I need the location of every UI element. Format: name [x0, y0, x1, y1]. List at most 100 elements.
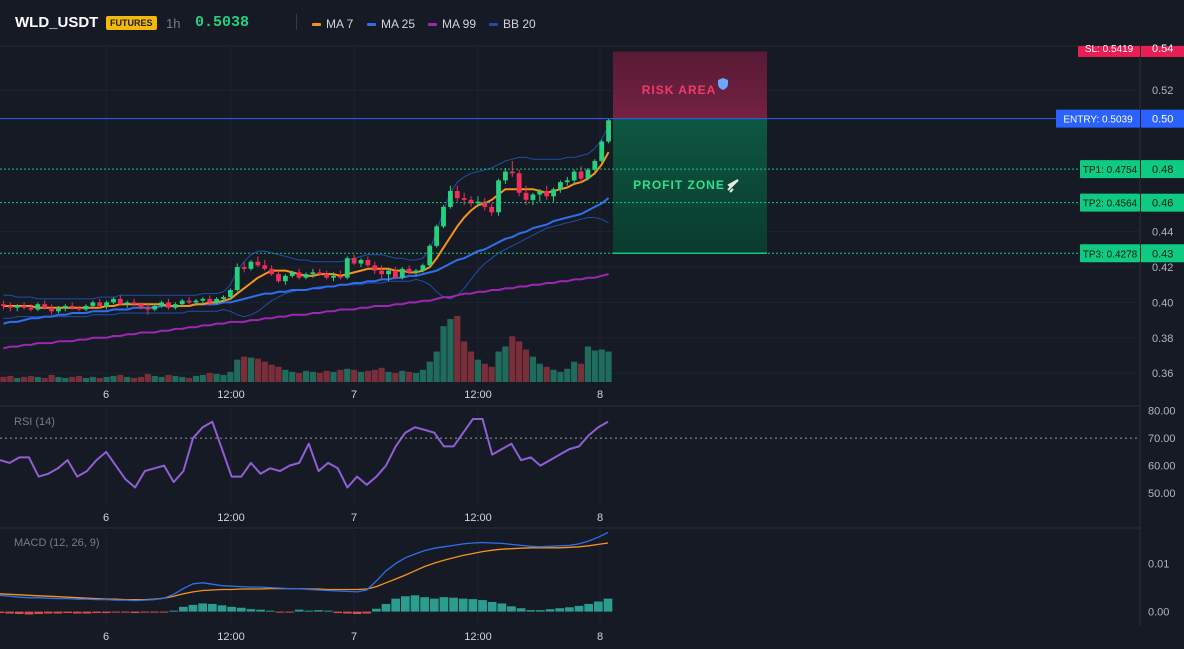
macd-histogram-bar — [53, 611, 63, 614]
candle-body — [276, 274, 281, 282]
candle-body — [399, 268, 405, 278]
macd-histogram-bar — [169, 610, 179, 612]
tp1-tag — [1080, 160, 1140, 179]
macd-histogram-bar — [545, 609, 555, 612]
volume-bar — [227, 371, 234, 382]
candle-body — [193, 300, 199, 303]
volume-bar — [605, 351, 612, 382]
price-y-tick-label: 0.42 — [1152, 262, 1173, 274]
legend-ma7[interactable]: MA 7 — [312, 17, 353, 31]
volume-bar — [186, 377, 193, 382]
candle-body — [592, 160, 598, 170]
macd-histogram-bar — [275, 611, 285, 613]
candle-body — [461, 198, 467, 200]
macd-histogram-bar — [526, 610, 536, 612]
candle-body — [152, 305, 158, 310]
macd-histogram-bar — [82, 611, 92, 614]
candle-body — [523, 192, 529, 200]
candle-body — [90, 302, 96, 306]
macd-histogram-bar — [236, 607, 246, 612]
candle-body — [7, 305, 13, 308]
legend-ma99[interactable]: MA 99 — [428, 17, 476, 31]
candle-body — [509, 171, 515, 174]
macd-histogram-bar — [458, 598, 468, 612]
rsi-y-tick-label: 50.00 — [1148, 488, 1176, 500]
rsi-x-tick-label: 7 — [351, 512, 357, 524]
macd-histogram-bar — [63, 611, 72, 614]
volume-bar — [0, 376, 7, 382]
macd-histogram-bar — [362, 611, 372, 614]
candle-body — [172, 304, 178, 308]
macd-histogram-bar — [207, 603, 217, 612]
timeframe-label[interactable]: 1h — [166, 16, 181, 31]
candle-body — [214, 298, 220, 303]
macd-histogram-bar — [410, 595, 420, 612]
macd-histogram-bar — [24, 611, 34, 615]
volume-bar — [522, 349, 530, 382]
candle-body — [186, 300, 192, 303]
rsi-y-tick-label: 80.00 — [1148, 406, 1176, 418]
candle-body — [28, 307, 34, 310]
rsi-title: RSI (14) — [14, 416, 55, 428]
legend-bb20[interactable]: BB 20 — [489, 17, 536, 31]
volume-bar — [261, 361, 268, 382]
rsi-pane[interactable] — [0, 408, 1140, 504]
volume-bar — [20, 376, 28, 382]
legend-ma25-swatch — [367, 22, 376, 26]
macd-histogram-bar — [497, 603, 507, 612]
volume-bar — [516, 341, 523, 382]
candle-body — [207, 298, 213, 303]
price-pane[interactable] — [0, 46, 1140, 382]
volume-bar — [55, 376, 62, 382]
macd-histogram-bar — [43, 611, 53, 614]
candle-body — [56, 307, 61, 312]
candle-body — [331, 275, 336, 278]
candle-body — [482, 201, 488, 207]
volume-bar — [220, 374, 227, 382]
macd-histogram-bar — [188, 604, 198, 612]
volume-bar — [509, 336, 516, 382]
price-y-tick-label: 0.38 — [1152, 333, 1173, 345]
macd-histogram-bar — [584, 603, 594, 612]
shield-icon — [718, 78, 728, 90]
candle-body — [537, 191, 543, 195]
macd-histogram-bar — [468, 599, 478, 612]
candlesticks[interactable] — [1, 118, 611, 315]
sl-tag — [1078, 46, 1140, 57]
macd-histogram-bar — [439, 597, 449, 612]
candle-body — [379, 270, 385, 275]
volume-bar — [254, 358, 261, 382]
tp2-tag — [1080, 193, 1140, 212]
tp2-tag-label: TP2: 0.4564 — [1083, 199, 1138, 210]
volume-bar — [62, 377, 69, 382]
volume-bar — [571, 361, 578, 382]
symbol-title[interactable]: WLD_USDT — [15, 14, 99, 31]
macd-histogram-bar — [400, 596, 410, 612]
volume-bar — [241, 356, 248, 382]
profit-zone-label: PROFIT ZONE — [633, 178, 725, 192]
volume-bar — [282, 369, 289, 382]
macd-histogram-bar — [159, 611, 169, 613]
macd-histogram-bar — [227, 606, 236, 612]
macd-x-tick-label: 7 — [351, 631, 357, 643]
tp1-axis-tag — [1141, 160, 1184, 179]
volume-bar — [536, 363, 543, 382]
candle-body — [386, 270, 391, 275]
volume-bar — [199, 374, 206, 382]
macd-histogram-bar — [304, 610, 314, 612]
volume-bar — [399, 370, 406, 382]
candle-body — [544, 191, 550, 197]
legend-bb20-label: BB 20 — [503, 17, 536, 31]
candle-body — [530, 194, 536, 200]
legend-ma25[interactable]: MA 25 — [367, 17, 415, 31]
price-x-tick-label: 12:00 — [217, 389, 245, 401]
ma25-line — [3, 197, 610, 325]
macd-histogram-bar — [314, 610, 323, 612]
candle-body — [503, 171, 508, 181]
volume-bar — [124, 376, 131, 382]
macd-histogram-bar — [420, 597, 429, 612]
candle-body — [35, 304, 41, 310]
legend-ma99-label: MA 99 — [442, 17, 477, 31]
macd-x-tick-label: 12:00 — [217, 631, 245, 643]
